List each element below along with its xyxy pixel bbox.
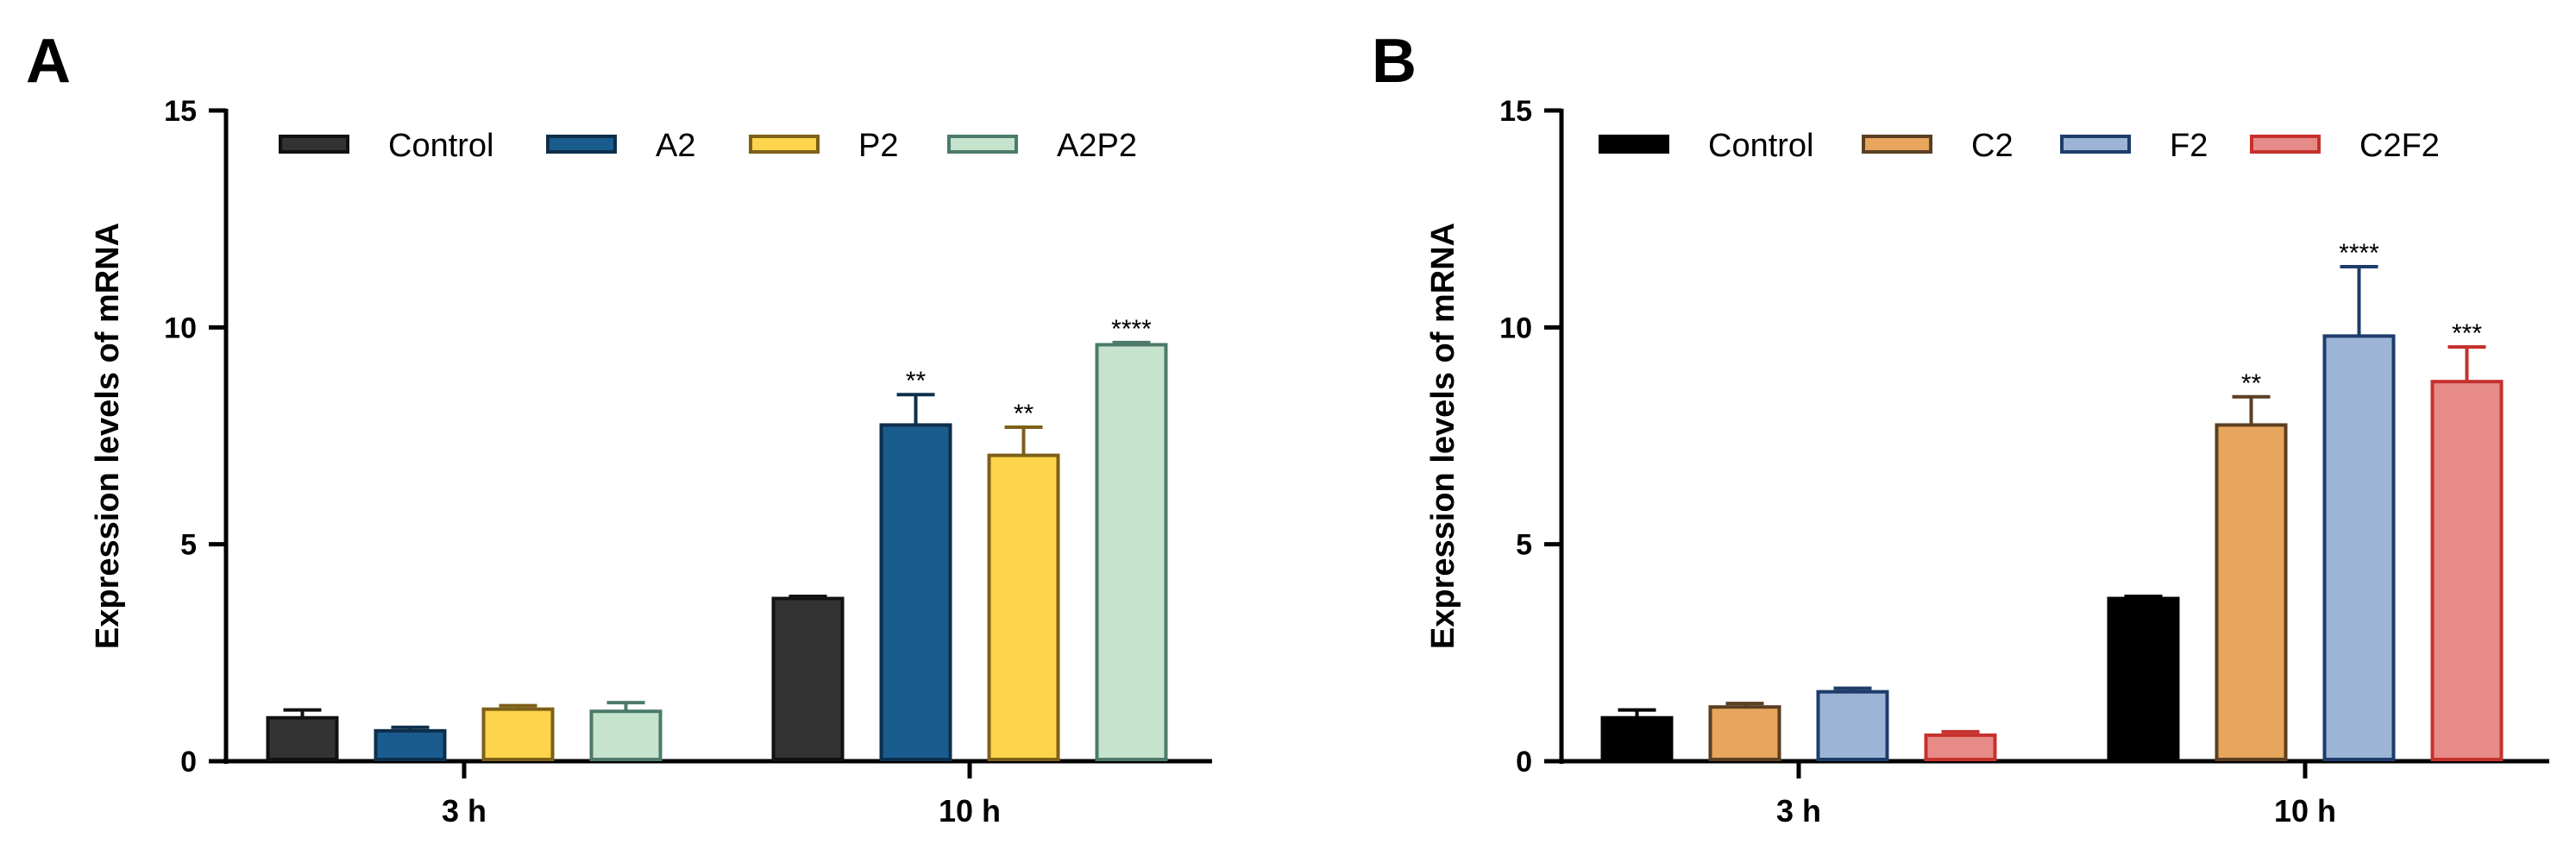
bar-c2f2-3h [1924,733,1997,762]
bar-a2p2-3h [589,709,663,762]
panel-label: A [26,27,71,96]
legend-item-a2p2: A2P2 [947,128,1137,164]
x-tick-label: 3 h [1776,793,1821,829]
legend-label: Control [1708,128,1814,164]
bar-control-10h [771,596,845,761]
chart-panel-a: A Expression levels of mRNA 0 5 10 15 3 h 10 h *… [26,27,1212,829]
bar-c2-10h [2215,423,2288,761]
legend-item-p2: P2 [749,128,898,164]
bar-control-3h [1600,715,1674,762]
chart-panel-b: B Expression levels of mRNA 0 5 10 15 3 h 10 h *… [1372,27,2549,829]
legend-item-control: Control [1599,128,1814,164]
legend-swatch [279,135,349,154]
bar-a2p2-10h [1095,343,1168,761]
legend-label: C2F2 [2359,128,2440,164]
bar-a2-10h [879,423,952,761]
significance-label: **** [1111,315,1152,343]
legend-swatch [2250,135,2321,154]
legend-item-c2f2: C2F2 [2250,128,2440,164]
panel-label: B [1372,27,1417,96]
x-tick-label: 10 h [939,793,1001,829]
bar-f2-10h [2322,334,2396,761]
legend-swatch [546,135,617,154]
significance-label: ** [1014,400,1034,428]
y-tick-label: 0 [180,746,197,778]
legend-label: A2P2 [1057,128,1137,164]
significance-label: ** [2241,369,2262,398]
legend-label: P2 [858,128,898,164]
legend-label: F2 [2170,128,2208,164]
y-tick-label: 10 [164,312,197,344]
significance-label: **** [2339,239,2379,268]
legend-item-a2: A2 [546,128,695,164]
bar-control-10h [2107,596,2180,761]
legend-label: Control [388,128,494,164]
significance-label: ** [906,367,927,395]
x-tick-label: 10 h [2274,793,2336,829]
bar-control-3h [266,715,339,762]
x-tick-label: 3 h [442,793,487,829]
y-tick-label: 0 [1516,746,1532,778]
legend-swatch [749,135,820,154]
bar-c2f2-10h [2430,380,2504,761]
y-tick-label: 5 [180,529,197,562]
bar-f2-3h [1816,690,1889,761]
legend-swatch [1599,135,1669,154]
bar-c2-3h [1708,705,1781,762]
y-tick-label: 15 [164,95,197,128]
legend-label: C2 [1971,128,2014,164]
legend-item-c2: C2 [1862,128,2014,164]
y-tick-label: 15 [1499,95,1532,128]
legend-swatch [1862,135,1932,154]
legend-swatch [2060,135,2131,154]
y-tick-label: 10 [1499,312,1532,344]
legend-item-control: Control [279,128,494,164]
bar-p2-3h [481,707,555,761]
bar-p2-10h [987,453,1060,761]
bar-a2-3h [374,728,447,762]
legend-item-f2: F2 [2060,128,2208,164]
legend-swatch [947,135,1018,154]
significance-label: *** [2452,319,2482,348]
y-axis-label: Expression levels of mRNA [1425,223,1461,649]
y-tick-label: 5 [1516,529,1532,562]
legend-label: A2 [656,128,695,164]
y-axis-label: Expression levels of mRNA [90,223,126,649]
